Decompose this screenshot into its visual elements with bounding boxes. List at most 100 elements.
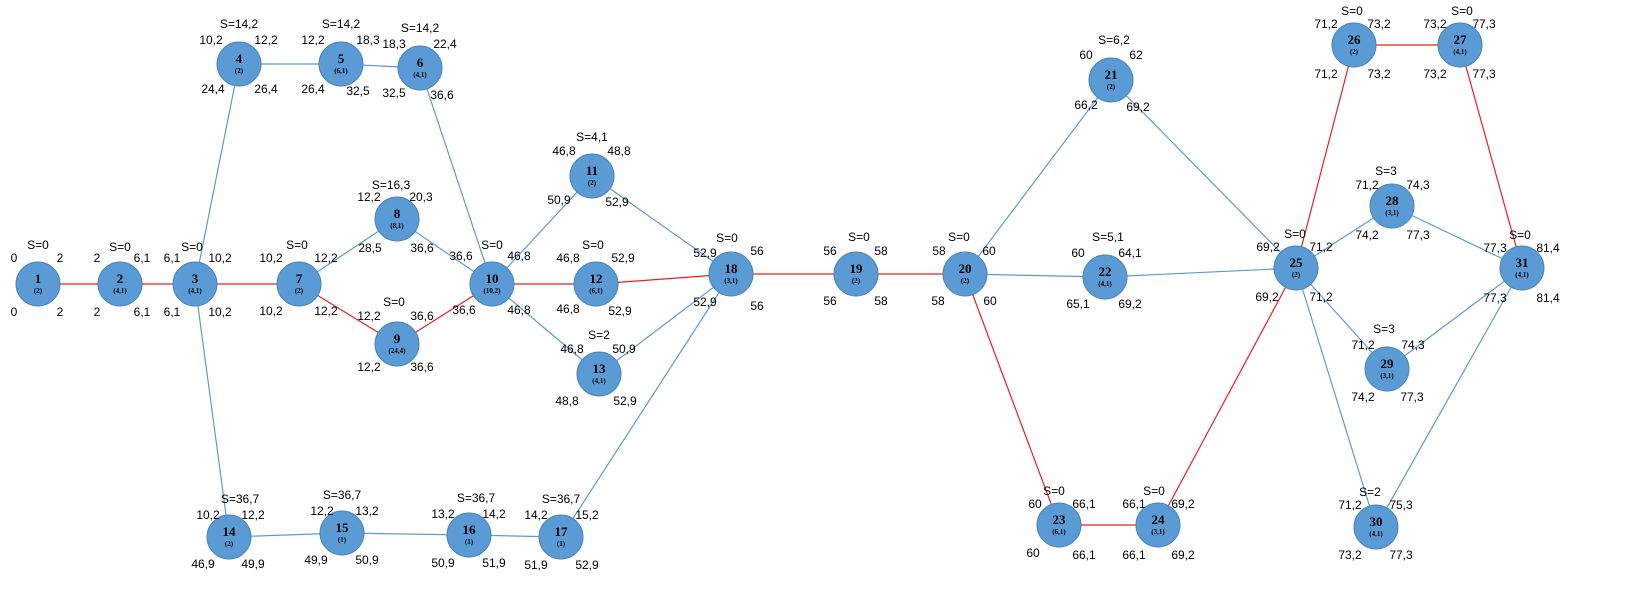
early-finish-label: 20,3 — [409, 190, 433, 204]
early-finish-label: 36,6 — [410, 309, 434, 323]
late-finish-label: 58 — [874, 294, 888, 308]
node-duration: (3,1) — [1380, 372, 1394, 380]
slack-label: S=36,7 — [221, 492, 260, 506]
late-start-label: 69,2 — [1255, 290, 1279, 304]
slack-label: S=0 — [1143, 484, 1165, 498]
edge-28-31 — [1391, 205, 1523, 269]
late-start-label: 32,5 — [382, 86, 406, 100]
slack-label: S=0 — [848, 230, 870, 244]
node-4: 4(2) S=14,2 10,2 12,2 24,4 26,4 — [199, 17, 278, 96]
late-start-label: 12,2 — [357, 360, 381, 374]
early-start-label: 12,2 — [357, 190, 381, 204]
late-finish-label: 32,5 — [346, 84, 370, 98]
node-duration: (2) — [235, 67, 244, 75]
slack-label: S=4,1 — [576, 130, 608, 144]
early-start-label: 13,2 — [431, 507, 455, 521]
slack-label: S=16,3 — [372, 178, 411, 192]
late-finish-label: 81,4 — [1536, 291, 1560, 305]
early-finish-label: 71,2 — [1309, 240, 1333, 254]
node-duration: (4,1) — [592, 377, 606, 385]
node-number: 29 — [1381, 356, 1395, 371]
node-1: 1(2) S=0 0 2 0 2 — [11, 238, 64, 319]
early-start-label: 71,2 — [1351, 338, 1375, 352]
late-finish-label: 73,2 — [1367, 67, 1391, 81]
early-start-label: 2 — [94, 251, 101, 265]
late-finish-label: 36,6 — [410, 360, 434, 374]
early-finish-label: 50,9 — [612, 342, 636, 356]
node-16: 16(1) S=36,713,2 14,2 50,9 51,9 — [431, 491, 506, 570]
node-number: 1 — [35, 271, 42, 286]
node-duration: (1) — [465, 538, 474, 546]
node-circle — [1273, 245, 1319, 291]
node-number: 25 — [1290, 255, 1304, 270]
node-10: 10(10,2) S=0 36,6 46,8 36,6 46,8 — [449, 238, 531, 317]
node-duration: (3,1) — [1385, 209, 1399, 217]
early-finish-label: 6,1 — [134, 251, 151, 265]
late-start-label: 77,3 — [1483, 291, 1507, 305]
node-5: 5(6,1) S=14,2 12,2 18,3 26,4 32,5 — [301, 17, 380, 98]
edge-25-30 — [1295, 267, 1377, 528]
early-finish-label: 12,2 — [241, 508, 265, 522]
edge-29-31 — [1386, 267, 1523, 370]
node-number: 16 — [463, 522, 477, 537]
slack-label: S=0 — [27, 238, 49, 252]
node-duration: (3,1) — [724, 277, 738, 285]
node-circle — [1088, 57, 1134, 103]
early-finish-label: 15,2 — [575, 508, 599, 522]
node-23: 23(6,1)S=060 66,160 66,1 — [1026, 484, 1096, 562]
early-start-label: 12,2 — [357, 309, 381, 323]
node-number: 26 — [1348, 32, 1362, 47]
node-duration: (24,4) — [389, 347, 407, 355]
early-start-label: 71,2 — [1355, 178, 1379, 192]
late-start-label: 71,2 — [1314, 67, 1338, 81]
slack-label: S=14,2 — [220, 17, 259, 31]
slack-label: S=0 — [716, 231, 738, 245]
early-finish-label: 18,3 — [356, 33, 380, 47]
early-start-label: 52,9 — [693, 246, 717, 260]
late-finish-label: 77,3 — [1389, 548, 1413, 562]
early-finish-label: 48,8 — [607, 144, 631, 158]
node-circle — [206, 514, 252, 560]
node-circle — [1353, 504, 1399, 550]
early-start-label: 66,1 — [1122, 497, 1146, 511]
node-number: 15 — [336, 520, 350, 535]
node-15: 15(1) S=36,7 12,2 13,2 49,9 50,9 — [304, 488, 379, 567]
late-finish-label: 56 — [750, 299, 764, 313]
nodes-layer: 1(2)S=00 20 22(4,1)S=02 6,12 6,13(4,1)S=06,1… — [11, 4, 1560, 572]
node-number: 31 — [1516, 255, 1529, 270]
late-start-label: 49,9 — [304, 553, 328, 567]
edge-25-29 — [1295, 267, 1388, 370]
node-26: 26(2)S=071,2 73,271,2 73,2 — [1314, 4, 1391, 81]
node-circle — [708, 251, 754, 297]
edge-20-22 — [964, 273, 1106, 278]
early-start-label: 71,2 — [1338, 498, 1362, 512]
node-circle — [573, 261, 619, 307]
node-21: 21(2) S=6,2 60 62 66,2 69,2 — [1074, 33, 1150, 114]
edge-22-25 — [1104, 267, 1297, 278]
node-number: 21 — [1105, 67, 1118, 82]
late-start-label: 56 — [823, 294, 837, 308]
node-circle — [1364, 346, 1410, 392]
node-circle — [172, 261, 218, 307]
edge-20-23-critical — [964, 273, 1060, 526]
late-start-label: 26,4 — [301, 82, 325, 96]
node-duration: (2) — [961, 277, 970, 285]
node-2: 2(4,1)S=02 6,12 6,1 — [94, 240, 151, 319]
node-number: 12 — [590, 271, 603, 286]
edge-10-13 — [491, 283, 600, 375]
node-number: 22 — [1099, 264, 1112, 279]
early-finish-label: 22,4 — [433, 37, 457, 51]
slack-label: S=3 — [1375, 164, 1397, 178]
edges-layer — [38, 44, 1523, 538]
late-finish-label: 12,2 — [314, 304, 338, 318]
late-start-label: 66,2 — [1074, 98, 1098, 112]
node-number: 18 — [725, 261, 739, 276]
node-circle — [397, 45, 443, 91]
slack-label: S=0 — [481, 238, 503, 252]
edge-13-18 — [598, 273, 732, 375]
early-finish-label: 75,3 — [1389, 498, 1413, 512]
slack-label: S=0 — [948, 230, 970, 244]
late-start-label: 28,5 — [358, 241, 382, 255]
node-circle — [469, 261, 515, 307]
